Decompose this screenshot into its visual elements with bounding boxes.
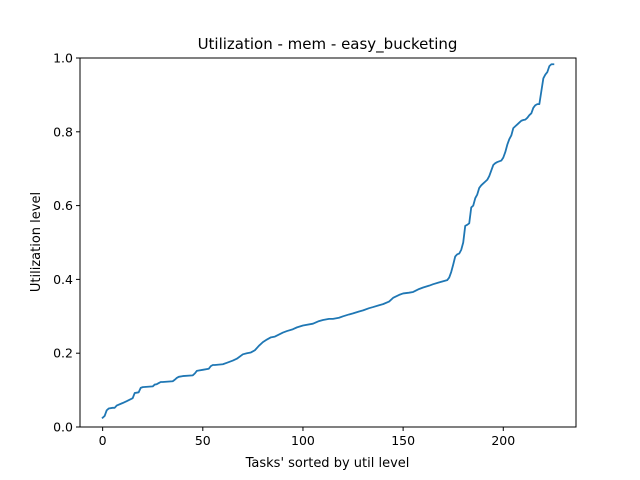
series-line-0 <box>101 63 555 420</box>
y-tick-label-2: 0.4 <box>53 272 73 287</box>
y-axis-label: Utilization level <box>29 192 44 292</box>
x-tick-label-4: 200 <box>491 433 515 448</box>
x-tick-label-1: 50 <box>195 433 211 448</box>
x-tick-label-0: 0 <box>99 433 107 448</box>
x-axis-label: Tasks' sorted by util level <box>245 456 410 471</box>
plot-frame <box>79 57 577 428</box>
y-tick-label-4: 0.8 <box>53 124 73 139</box>
plot-area: 0 50 100 150 200 0.0 0.2 0.4 0.6 0.8 1.0 <box>53 51 577 448</box>
chart-title: Utilization - mem - easy_bucketing <box>198 35 458 54</box>
y-tick-label-5: 1.0 <box>53 51 73 66</box>
y-tick-label-3: 0.6 <box>53 198 73 213</box>
x-tick-label-3: 150 <box>391 433 415 448</box>
y-tick-label-0: 0.0 <box>53 420 73 435</box>
y-tick-label-1: 0.2 <box>53 346 73 361</box>
x-tick-label-2: 100 <box>291 433 315 448</box>
